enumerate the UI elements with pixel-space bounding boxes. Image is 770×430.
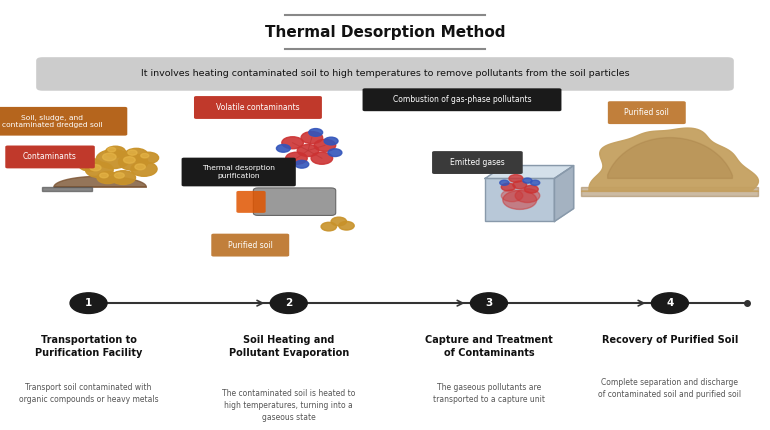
Text: The contaminated soil is heated to
high temperatures, turning into a
gaseous sta: The contaminated soil is heated to high … [222, 389, 356, 422]
Circle shape [286, 152, 307, 164]
Circle shape [331, 217, 347, 226]
Circle shape [314, 139, 336, 151]
Circle shape [70, 293, 107, 313]
Circle shape [108, 147, 116, 152]
Text: Thermal Desorption Method: Thermal Desorption Method [265, 25, 505, 40]
Circle shape [515, 189, 540, 203]
Circle shape [119, 154, 148, 170]
Circle shape [97, 172, 119, 184]
Text: 1: 1 [85, 298, 92, 308]
Circle shape [115, 173, 124, 178]
Text: Transportation to
Purification Facility: Transportation to Purification Facility [35, 335, 142, 358]
Polygon shape [554, 166, 574, 221]
Circle shape [128, 150, 137, 155]
Circle shape [500, 180, 509, 185]
Text: Purified soil: Purified soil [228, 241, 273, 249]
FancyBboxPatch shape [432, 151, 523, 174]
Text: Capture and Treatment
of Contaminants: Capture and Treatment of Contaminants [425, 335, 553, 358]
Circle shape [135, 164, 146, 170]
Circle shape [276, 144, 290, 152]
Circle shape [105, 146, 126, 157]
Circle shape [297, 144, 319, 157]
Text: Transport soil contaminated with
organic compounds or heavy metals: Transport soil contaminated with organic… [18, 383, 159, 403]
Text: 2: 2 [285, 298, 293, 308]
Text: 3: 3 [485, 298, 493, 308]
Circle shape [301, 132, 323, 144]
Circle shape [651, 293, 688, 313]
Circle shape [328, 149, 342, 157]
Text: Soil Heating and
Pollutant Evaporation: Soil Heating and Pollutant Evaporation [229, 335, 349, 358]
Polygon shape [54, 176, 146, 187]
Polygon shape [581, 187, 758, 196]
FancyBboxPatch shape [5, 145, 95, 169]
Text: Combustion of gas-phase pollutants: Combustion of gas-phase pollutants [393, 95, 531, 104]
Circle shape [131, 162, 157, 176]
FancyBboxPatch shape [485, 178, 554, 221]
FancyBboxPatch shape [36, 57, 734, 91]
Circle shape [324, 137, 338, 145]
Circle shape [311, 152, 333, 164]
FancyBboxPatch shape [0, 107, 127, 135]
Circle shape [270, 293, 307, 313]
FancyBboxPatch shape [194, 96, 322, 119]
FancyBboxPatch shape [211, 233, 290, 257]
Circle shape [524, 185, 538, 193]
Polygon shape [581, 128, 758, 191]
Polygon shape [485, 166, 574, 178]
Circle shape [531, 180, 540, 185]
Text: Purified soil: Purified soil [624, 108, 669, 117]
Circle shape [523, 178, 532, 183]
FancyBboxPatch shape [363, 88, 561, 111]
Circle shape [141, 154, 149, 158]
FancyBboxPatch shape [182, 158, 296, 186]
Text: Volatile contaminants: Volatile contaminants [216, 103, 300, 112]
Circle shape [102, 153, 116, 161]
Text: Recovery of Purified Soil: Recovery of Purified Soil [601, 335, 738, 345]
Circle shape [139, 152, 159, 163]
Circle shape [470, 293, 507, 313]
Circle shape [125, 148, 148, 161]
Circle shape [309, 129, 323, 136]
Circle shape [82, 160, 91, 165]
Circle shape [111, 171, 136, 184]
Circle shape [295, 160, 309, 168]
Circle shape [123, 157, 136, 163]
FancyBboxPatch shape [253, 188, 336, 215]
Text: Complete separation and discharge
of contaminated soil and purified soil: Complete separation and discharge of con… [598, 378, 742, 399]
Circle shape [85, 162, 113, 178]
Text: Soil, sludge, and
contaminated dredged soil: Soil, sludge, and contaminated dredged s… [2, 114, 102, 128]
Circle shape [509, 175, 523, 182]
Circle shape [501, 183, 515, 191]
Circle shape [282, 137, 303, 149]
Circle shape [513, 181, 527, 189]
Circle shape [503, 190, 537, 209]
FancyBboxPatch shape [608, 101, 686, 124]
Circle shape [99, 173, 109, 178]
Text: Contaminants: Contaminants [23, 153, 77, 161]
Text: Emitted gases: Emitted gases [450, 158, 505, 167]
Circle shape [96, 150, 130, 169]
Circle shape [90, 165, 101, 171]
Text: The gaseous pollutants are
transported to a capture unit: The gaseous pollutants are transported t… [433, 383, 545, 403]
Circle shape [321, 222, 336, 231]
Polygon shape [42, 187, 92, 191]
Circle shape [339, 221, 354, 230]
FancyBboxPatch shape [236, 191, 266, 213]
Text: 4: 4 [666, 298, 674, 308]
Text: It involves heating contaminated soil to high temperatures to remove pollutants : It involves heating contaminated soil to… [141, 70, 629, 78]
Polygon shape [608, 138, 732, 178]
Text: Thermal desorption
purification: Thermal desorption purification [203, 165, 275, 179]
Circle shape [501, 190, 523, 202]
Circle shape [79, 158, 102, 171]
